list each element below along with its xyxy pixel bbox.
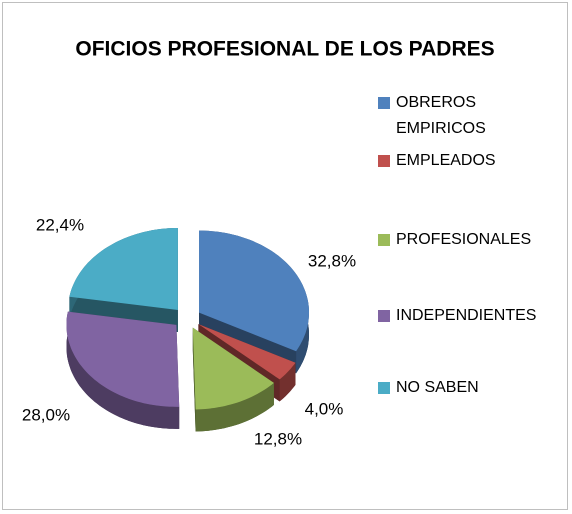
legend-item: PROFESIONALES bbox=[378, 227, 532, 253]
legend-label: PROFESIONALES bbox=[396, 231, 532, 248]
slice-edge bbox=[192, 327, 196, 432]
pie-slice bbox=[192, 327, 274, 432]
legend-item: OBREROS EMPIRICOS bbox=[378, 90, 496, 142]
legend-item: EMPLEADOS bbox=[378, 148, 514, 174]
slice-top bbox=[198, 324, 296, 380]
data-label: 28,0% bbox=[22, 405, 70, 424]
legend-label: NO SABEN bbox=[396, 379, 479, 396]
legend-swatch bbox=[378, 155, 390, 167]
legend-swatch bbox=[378, 310, 390, 322]
slice-top bbox=[66, 311, 180, 407]
pie-slice bbox=[69, 228, 178, 332]
legend-label: INDEPENDIENTES bbox=[396, 307, 537, 324]
slice-top bbox=[69, 228, 178, 310]
data-label: 4,0% bbox=[305, 399, 344, 418]
legend-item: NO SABEN bbox=[378, 375, 514, 401]
slice-top bbox=[192, 327, 274, 410]
data-label: 12,8% bbox=[254, 429, 302, 448]
slice-side bbox=[66, 311, 180, 429]
legend-swatch bbox=[378, 234, 390, 246]
data-label: 22,4% bbox=[36, 215, 84, 234]
slice-side bbox=[195, 382, 274, 432]
slice-side bbox=[279, 362, 296, 402]
legend-label: OBREROS EMPIRICOS bbox=[396, 94, 486, 137]
chart-title: OFICIOS PROFESIONAL DE LOS PADRES bbox=[75, 38, 494, 61]
slice-top bbox=[199, 230, 309, 352]
data-label: 32,8% bbox=[308, 251, 356, 270]
chart-frame bbox=[2, 2, 568, 510]
legend-item: INDEPENDIENTES bbox=[378, 303, 537, 329]
pie-slice bbox=[66, 311, 180, 429]
legend-swatch bbox=[378, 97, 390, 109]
legend-swatch bbox=[378, 382, 390, 394]
legend-label: EMPLEADOS bbox=[396, 152, 496, 169]
